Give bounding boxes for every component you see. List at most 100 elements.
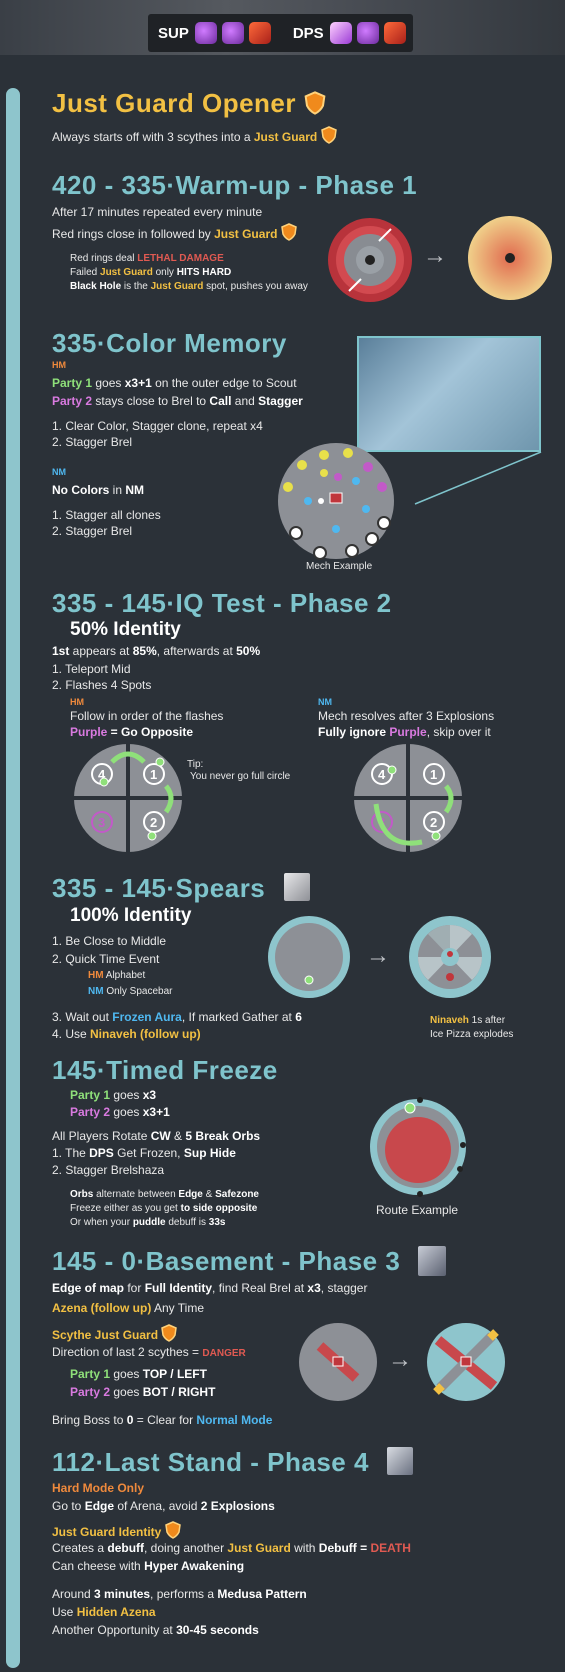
nm-step-2: 2. Stagger Brel [52,524,133,538]
dash: - [290,170,316,200]
text: Purple [389,725,427,739]
text: Ninaveh (follow up) [90,1027,201,1041]
text: DANGER [202,1348,246,1359]
freeze-rotate-line: All Players Rotate CW & 5 Break Orbs [52,1127,260,1145]
tip-label: Tip: [187,759,204,770]
last-stand-line-1: Go to Edge of Arena, avoid 2 Explosions [52,1497,275,1515]
just-guard-text: Just Guard [214,227,278,241]
title-part: 335 - 145 [52,588,167,618]
text: Direction of last 2 scythes = [52,1345,203,1359]
text: BOT / RIGHT [142,1385,216,1399]
spot-number-4: 4 [378,767,386,782]
brelshaza-portrait-icon [387,1447,413,1475]
text: All Players Rotate [52,1129,151,1143]
iq-nm-diagram: 4 1 2 3 [354,744,462,852]
spot-number-1: 1 [430,767,437,782]
section-title-basement: 145 - 0·Basement - Phase 3 [52,1246,400,1277]
text: x3 [142,1088,157,1102]
text: 1st [52,644,70,658]
text: is the [121,281,151,292]
title-part: 335 [52,328,97,358]
shield-icon [164,1521,181,1539]
title-part: Timed Freeze [106,1055,278,1085]
hm-tag: HM [70,697,84,707]
text: 6 [295,1010,302,1024]
text: Edge [178,1189,203,1200]
opener-description: Always starts off with 3 scythes into a … [52,126,337,146]
text: goes [110,1385,143,1399]
basement-diagram-before [299,1323,377,1401]
text: Party 1 [70,1088,111,1102]
text: Ninaveh [430,1015,469,1026]
freeze-party-1: Party 1 goes x3 [70,1086,156,1104]
arrow-icon: → [388,1346,412,1373]
note-line: Failed Just Guard only HITS HARD [70,266,308,280]
text: Failed [70,267,101,278]
text: stays close to Brel to [92,394,210,408]
text: with [290,1541,319,1555]
text: Black Hole [70,281,122,292]
iq-hm-line-2: Purple = Go Opposite [70,723,193,741]
text: Normal Mode [196,1413,273,1427]
text: goes [92,376,125,390]
text: , find Real Brel at [212,1281,308,1295]
text: Edge [84,1499,115,1513]
dot: · [96,328,107,358]
title-part: Phase 2 [289,588,392,618]
freeze-notes: Orbs alternate between Edge & Safezone F… [70,1188,259,1230]
text: Go to [52,1499,85,1513]
tip-text: You never go full circle [190,771,291,782]
hm-step-2: 2. Stagger Brel [52,435,133,449]
text: LETHAL DAMAGE [137,253,224,264]
text: No Colors [52,483,110,497]
wand-icon [329,22,352,44]
just-guard-text: Just Guard [253,130,318,144]
text: , performs a [150,1587,218,1601]
arrow-icon: → [423,242,447,269]
text: = Clear for [133,1413,197,1427]
spot-number-2: 2 [150,815,157,830]
text: Azena (follow up) [52,1301,152,1315]
spears-step-1: 1. Be Close to Middle [52,934,167,948]
shield-icon [161,1324,178,1342]
spot-number-4: 4 [98,767,106,782]
text: Call [209,394,232,408]
text: Red rings deal [70,253,138,264]
red-rings-diagram [328,218,412,302]
role-bar: SUP DPS [148,14,413,52]
text: Another Opportunity at [52,1623,177,1637]
nm-step-1: 1. Stagger all clones [52,508,161,522]
text: Edge of map [52,1281,125,1295]
text: Safezone [215,1189,259,1200]
text: CW [150,1129,171,1143]
text: Sup Hide [183,1146,236,1160]
hard-mode-only-label: Hard Mode Only [52,1481,145,1495]
card-icon [248,22,271,44]
azena-portrait-icon [418,1246,446,1276]
text: 4. Use [52,1027,91,1041]
bomb-icon [221,22,244,44]
text: NM [125,483,145,497]
note-line: Black Hole is the Just Guard spot, pushe… [70,280,308,294]
text: , If marked Gather at [181,1010,296,1024]
iq-line-1: 1st appears at 85%, afterwards at 50% [52,642,260,660]
text: and [231,394,259,408]
text: DEATH [370,1541,411,1555]
title-text: Just Guard Opener [52,88,296,118]
card-icon [383,22,406,44]
title-part: Spears [175,873,266,903]
note-line: Orbs alternate between Edge & Safezone [70,1188,259,1202]
text: = [356,1541,371,1555]
text: Debuff [318,1541,357,1555]
iq-subtitle: 50% Identity [70,619,181,640]
text: goes [110,1105,143,1119]
text: 5 Break Orbs [185,1129,261,1143]
text: Scythe Just Guard [52,1328,159,1342]
dot: · [136,1246,146,1276]
freeze-step-1: 1. The DPS Get Frozen, Sup Hide [52,1144,236,1162]
text: Hyper Awakening [144,1559,245,1573]
spears-step-4: 4. Use Ninaveh (follow up) [52,1025,201,1043]
last-stand-opportunity-line: Another Opportunity at 30-45 seconds [52,1621,259,1639]
text: Party 2 [52,394,93,408]
bomb-icon [356,22,379,44]
